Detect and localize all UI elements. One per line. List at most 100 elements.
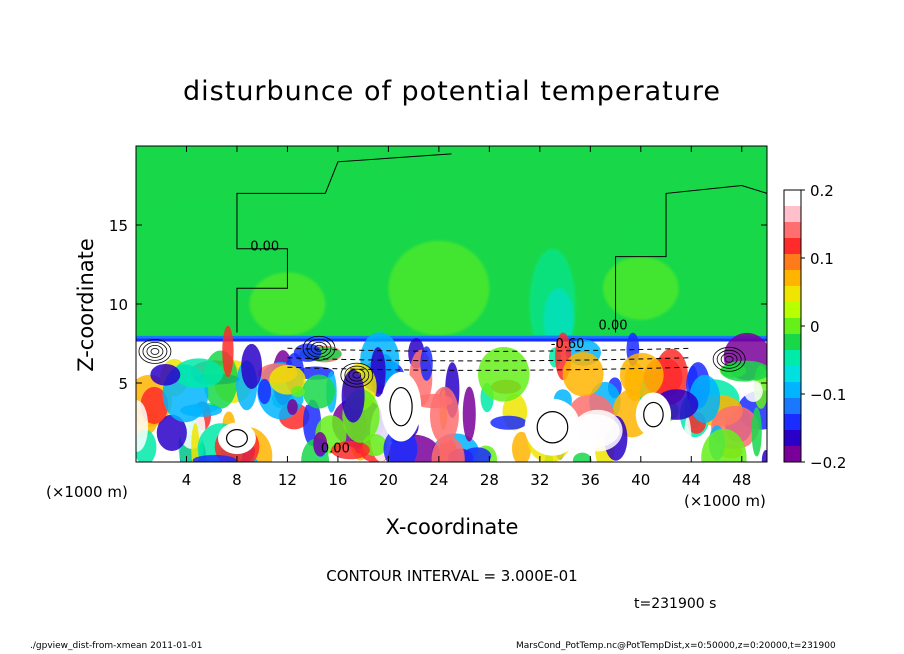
edge-contour-1-2 [310,341,328,355]
x-tick-label-4: 20 [379,471,398,489]
mixed-blob-101 [136,400,149,452]
colorbar-swatch-15 [784,430,801,447]
mixed-blob-84 [720,360,767,382]
contour-label-2: -0.60 [551,337,585,352]
x-tick-label-3: 16 [328,471,347,489]
mixed-blob-149 [567,414,620,448]
edge-contour-1-1 [314,344,324,352]
x-unit-left: (×1000 m) [46,483,128,501]
inversion-band [136,335,767,340]
colorbar-tick-label-4: −0.2 [810,454,846,472]
x-tick-label-10: 44 [682,471,701,489]
colorbar-swatch-10 [784,350,801,367]
mixed-blob-145 [150,363,181,386]
mixed-blob-72 [156,414,187,451]
contour-label-1: 0.00 [599,318,628,333]
colorbar-swatch-12 [784,382,801,399]
neg-contour-0 [287,347,692,352]
x-tick-label-11: 48 [732,471,751,489]
mixed-blob-147 [290,386,305,397]
mixed-blob-67 [683,416,692,462]
colorbar-swatch-13 [784,398,801,415]
mixed-blob-78 [420,346,433,381]
edge-contour-3-1 [352,371,362,379]
mixed-blob-148 [293,343,322,362]
cold-core-1 [380,371,422,442]
inversion-band-dark [136,338,767,342]
mixed-blob-91 [191,423,200,462]
edge-contour-0-4 [138,338,172,364]
core-contour-3 [643,401,664,428]
mixed-blob-144 [302,374,336,409]
colorbar-swatch-9 [784,334,801,351]
cold-core-3 [635,392,672,437]
upper-blob-1 [287,177,414,241]
colorbar-swatch-14 [784,414,801,431]
colorbar-swatch-11 [784,366,801,383]
upper-blob-7 [602,256,679,320]
colorbar-swatch-3 [784,238,801,255]
edge-contour-1-4 [302,335,336,361]
colorbar-swatch-0 [784,190,801,207]
colorbar-swatch-5 [784,270,801,287]
core-contour-1 [389,386,413,427]
edge-contour-2-2 [720,352,738,366]
core-contour-2 [225,429,248,448]
core-contour-0 [536,410,569,444]
mixed-blob-94 [511,431,532,462]
mixed-blob-87 [490,415,527,430]
mixed-blob-95 [431,436,465,462]
edge-contour-2-1 [724,355,734,363]
mixed-blob-141 [701,428,747,462]
mixed-blob-33 [431,342,470,376]
mixed-blob-138 [173,358,224,389]
contour-label-3: 0.00 [321,442,350,457]
edge-contour-3-2 [348,368,366,382]
x-tick-label-5: 24 [429,471,448,489]
y-tick-label-2: 15 [109,217,128,235]
mixed-blob-135 [562,351,604,397]
colorbar-tick-label-0: 0.2 [810,182,834,200]
colorbar-swatch-16 [784,446,801,463]
mixed-blob-98 [477,346,530,402]
mixed-blob-122 [258,378,272,405]
x-axis-ticks: 4 8 12 16 20 24 28 32 36 40 44 48 [182,146,751,489]
mixed-blob-32 [462,386,476,442]
x-axis-label: X-coordinate [385,515,519,539]
mixed-blob-62 [462,447,492,462]
x-tick-label-8: 36 [581,471,600,489]
mixed-blob-89 [743,380,763,402]
mixed-blob-134 [313,432,328,457]
footer-right: MarsCond_PotTemp.nc@PotTempDist,x=0:5000… [516,641,836,651]
contour-interval: CONTOUR INTERVAL = 3.000E-01 [326,567,578,585]
edge-contour-1-3 [306,338,332,358]
colorbar-swatch-7 [784,302,801,319]
neg-contour-2 [287,366,692,371]
upper-blob-0 [136,201,275,281]
edge-contour-3-3 [344,365,370,385]
mixed-blob-127 [222,325,234,377]
x-tick-label-0: 4 [182,471,192,489]
contour-field [136,146,767,462]
footer-left: ./gpview_dist-from-xmean 2011-01-01 [30,641,203,651]
mixed-blob-108 [331,440,370,460]
colorbar-tick-label-1: 0.1 [810,250,834,268]
zero-contour-right [615,184,767,333]
cold-core-0 [524,398,581,456]
mixed-blob-82 [140,386,169,425]
upper-blob-2 [388,240,490,336]
mixed-blob-133 [341,369,365,423]
contour-labels: 0.00 0.00 -0.60 0.00 [250,239,627,456]
x-tick-label-7: 32 [530,471,549,489]
mixed-blob-71 [572,452,592,462]
colorbar-swatch-4 [784,254,801,271]
mixed-blob-130 [619,352,664,398]
y-tick-label-1: 10 [109,296,128,314]
colorbar-tick-label-3: −0.1 [810,386,846,404]
y-axis-ticks: 5 10 15 [109,217,767,393]
colorbar-swatch-6 [784,286,801,303]
time-label: t=231900 s [634,596,717,612]
chart-title: disturbunce of potential temperature [183,76,721,107]
edge-contour-3-4 [340,362,374,388]
